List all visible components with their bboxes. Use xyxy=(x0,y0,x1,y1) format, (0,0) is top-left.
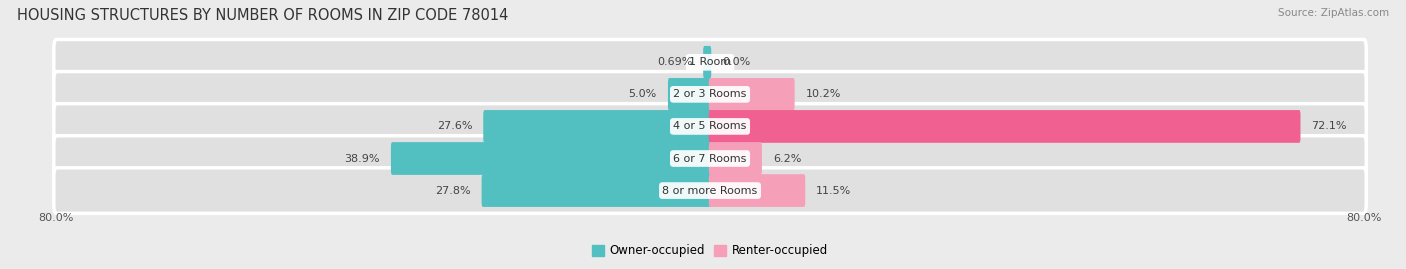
FancyBboxPatch shape xyxy=(709,142,762,175)
FancyBboxPatch shape xyxy=(709,110,1301,143)
FancyBboxPatch shape xyxy=(53,104,1367,149)
FancyBboxPatch shape xyxy=(482,174,711,207)
FancyBboxPatch shape xyxy=(53,72,1367,117)
Text: 6.2%: 6.2% xyxy=(773,154,801,164)
Legend: Owner-occupied, Renter-occupied: Owner-occupied, Renter-occupied xyxy=(592,244,828,257)
FancyBboxPatch shape xyxy=(668,78,711,111)
Text: 6 or 7 Rooms: 6 or 7 Rooms xyxy=(673,154,747,164)
Text: 0.69%: 0.69% xyxy=(657,57,692,67)
Text: 2 or 3 Rooms: 2 or 3 Rooms xyxy=(673,89,747,99)
FancyBboxPatch shape xyxy=(484,110,711,143)
Text: 0.0%: 0.0% xyxy=(723,57,751,67)
Text: 5.0%: 5.0% xyxy=(628,89,657,99)
Text: 38.9%: 38.9% xyxy=(344,154,380,164)
Text: 27.6%: 27.6% xyxy=(437,121,472,132)
Text: 27.8%: 27.8% xyxy=(434,186,471,196)
FancyBboxPatch shape xyxy=(53,168,1367,213)
Text: 4 or 5 Rooms: 4 or 5 Rooms xyxy=(673,121,747,132)
FancyBboxPatch shape xyxy=(709,174,806,207)
FancyBboxPatch shape xyxy=(53,136,1367,181)
Text: 8 or more Rooms: 8 or more Rooms xyxy=(662,186,758,196)
Text: 10.2%: 10.2% xyxy=(806,89,841,99)
FancyBboxPatch shape xyxy=(709,78,794,111)
Text: HOUSING STRUCTURES BY NUMBER OF ROOMS IN ZIP CODE 78014: HOUSING STRUCTURES BY NUMBER OF ROOMS IN… xyxy=(17,8,508,23)
Text: 72.1%: 72.1% xyxy=(1312,121,1347,132)
FancyBboxPatch shape xyxy=(53,40,1367,85)
Text: 11.5%: 11.5% xyxy=(817,186,852,196)
Text: Source: ZipAtlas.com: Source: ZipAtlas.com xyxy=(1278,8,1389,18)
FancyBboxPatch shape xyxy=(703,46,711,79)
Text: 1 Room: 1 Room xyxy=(689,57,731,67)
FancyBboxPatch shape xyxy=(391,142,711,175)
